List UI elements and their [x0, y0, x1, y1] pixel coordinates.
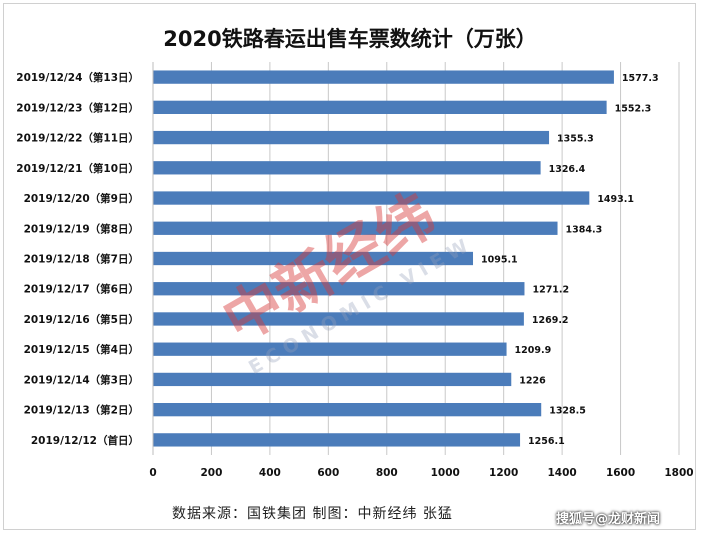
data-label: 1256.1	[528, 436, 565, 447]
category-label: 2019/12/21（第10日）	[16, 162, 139, 175]
bar	[153, 251, 474, 266]
category-label: 2019/12/24（第13日）	[16, 71, 139, 84]
source-note: 数据来源：国铁集团 制图：中新经纬 张猛	[172, 506, 453, 522]
bar	[153, 161, 541, 175]
bar	[153, 70, 614, 84]
bar	[153, 342, 507, 356]
category-label: 2019/12/19（第8日）	[24, 222, 139, 235]
corner-watermark: 搜狐号@龙财新闻	[556, 512, 661, 527]
x-tick-label: 200	[200, 467, 222, 479]
x-tick-label: 1800	[664, 467, 693, 479]
data-label: 1226	[519, 375, 546, 386]
bar	[153, 130, 550, 145]
category-label: 2019/12/20（第9日）	[24, 192, 139, 205]
category-label: 2019/12/22（第11日）	[16, 132, 139, 145]
bar	[153, 221, 558, 235]
data-label: 1384.3	[566, 224, 603, 235]
x-tick-label: 0	[149, 467, 156, 479]
bar	[153, 372, 512, 387]
category-label: 2019/12/17（第6日）	[24, 283, 139, 296]
x-tick-label: 1200	[489, 467, 518, 479]
data-label: 1269.2	[532, 315, 569, 326]
x-tick-label: 600	[317, 467, 339, 479]
data-label: 1209.9	[515, 345, 552, 356]
category-label: 2019/12/13（第2日）	[24, 404, 139, 417]
data-label: 1577.3	[622, 73, 659, 84]
data-label: 1271.2	[532, 285, 569, 296]
chart-title: 2020铁路春运出售车票数统计（万张）	[163, 27, 536, 51]
x-tick-label: 400	[259, 467, 281, 479]
data-label: 1355.3	[557, 134, 594, 145]
bar	[153, 100, 607, 114]
bar	[153, 312, 524, 326]
bar	[153, 282, 525, 296]
x-tick-label: 800	[376, 467, 398, 479]
category-label: 2019/12/15（第4日）	[24, 343, 139, 356]
x-tick-label: 1000	[431, 467, 460, 479]
x-tick-label: 1400	[547, 467, 576, 479]
x-tick-label: 1600	[606, 467, 635, 479]
category-label: 2019/12/12（首日）	[31, 434, 139, 447]
data-label: 1328.5	[549, 406, 586, 417]
category-label: 2019/12/23（第12日）	[16, 101, 139, 114]
bar	[153, 403, 542, 417]
bar	[153, 433, 521, 447]
bar	[153, 191, 590, 205]
data-label: 1493.1	[597, 194, 634, 205]
data-label: 1326.4	[549, 164, 586, 175]
category-label: 2019/12/16（第5日）	[24, 313, 139, 326]
data-label: 1095.1	[481, 255, 518, 266]
category-label: 2019/12/14（第3日）	[24, 373, 139, 386]
data-label: 1552.3	[615, 103, 652, 114]
category-label: 2019/12/18（第7日）	[24, 253, 139, 266]
